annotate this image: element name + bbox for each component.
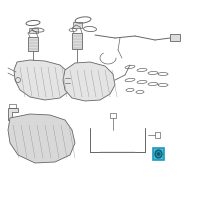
- Ellipse shape: [155, 150, 162, 158]
- Bar: [9, 104, 16, 108]
- Polygon shape: [8, 114, 75, 163]
- Polygon shape: [14, 60, 70, 100]
- Polygon shape: [8, 108, 18, 120]
- Bar: [155, 132, 160, 138]
- Bar: [73, 22, 82, 28]
- Polygon shape: [63, 62, 115, 101]
- Bar: [72, 33, 82, 49]
- Bar: [29, 28, 38, 33]
- Bar: [153, 148, 164, 160]
- Bar: [170, 34, 180, 41]
- Bar: [110, 113, 116, 118]
- Bar: [28, 37, 38, 51]
- Ellipse shape: [157, 153, 160, 155]
